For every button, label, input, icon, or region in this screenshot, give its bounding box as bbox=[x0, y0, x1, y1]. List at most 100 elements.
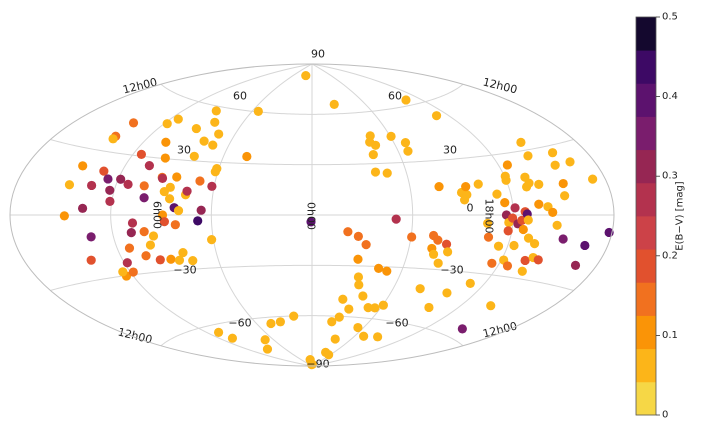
data-point bbox=[188, 255, 198, 266]
meridian-line bbox=[311, 63, 414, 367]
lon-tick-label: 12h00 bbox=[121, 75, 158, 96]
data-point bbox=[534, 199, 544, 209]
data-point bbox=[361, 240, 371, 250]
data-point bbox=[172, 172, 182, 182]
data-point bbox=[365, 131, 375, 141]
colorbar-segment bbox=[636, 282, 656, 316]
data-point bbox=[370, 140, 381, 150]
lat-tick-label: −60 bbox=[228, 317, 251, 330]
data-point bbox=[373, 263, 384, 273]
colorbar-segment bbox=[636, 116, 656, 151]
lat-tick-label: −60 bbox=[385, 317, 408, 330]
data-point bbox=[565, 157, 575, 167]
data-point bbox=[178, 248, 188, 258]
colorbar-segment bbox=[636, 348, 656, 383]
data-point bbox=[370, 167, 381, 177]
lat-tick-label: 60 bbox=[388, 90, 402, 103]
data-point bbox=[359, 331, 369, 341]
data-point bbox=[266, 318, 276, 329]
data-point bbox=[338, 294, 348, 304]
data-point bbox=[434, 181, 444, 192]
data-point bbox=[473, 179, 483, 189]
data-point bbox=[401, 95, 411, 105]
data-point bbox=[428, 249, 439, 259]
data-point bbox=[457, 324, 467, 334]
meridian-line bbox=[110, 63, 313, 367]
data-point bbox=[461, 182, 471, 192]
data-point bbox=[122, 258, 132, 268]
lat-tick-label: 30 bbox=[443, 144, 457, 157]
data-point bbox=[492, 189, 502, 199]
data-point bbox=[145, 240, 156, 250]
data-point bbox=[242, 151, 252, 162]
data-point bbox=[588, 174, 598, 184]
data-point bbox=[523, 233, 534, 243]
data-point bbox=[334, 312, 344, 322]
data-point bbox=[59, 211, 69, 221]
data-point bbox=[570, 260, 581, 270]
data-point bbox=[407, 232, 417, 242]
data-point bbox=[165, 182, 175, 192]
data-point bbox=[465, 278, 475, 289]
data-point bbox=[212, 164, 222, 174]
data-point bbox=[534, 179, 544, 189]
meridian-line bbox=[210, 63, 313, 367]
data-point bbox=[518, 224, 528, 235]
lat-tick-label: −30 bbox=[173, 264, 196, 277]
colorbar-segment bbox=[636, 83, 656, 117]
data-point bbox=[524, 178, 534, 188]
data-point bbox=[161, 137, 171, 147]
data-point bbox=[324, 350, 334, 360]
colorbar-tick-label: 0.5 bbox=[662, 12, 678, 23]
data-point bbox=[174, 255, 185, 265]
colorbar-tick-label: 0.3 bbox=[662, 171, 678, 182]
colorbar-segment bbox=[636, 216, 656, 250]
colorbar: 0 0.1 0.2 0.3 0.4 0.5 E(B−V) [mag] bbox=[635, 12, 686, 421]
data-point bbox=[523, 215, 533, 225]
data-point bbox=[195, 176, 205, 186]
data-point bbox=[86, 255, 96, 265]
data-point bbox=[189, 151, 199, 161]
data-point bbox=[329, 99, 339, 110]
data-point bbox=[433, 258, 443, 268]
data-point bbox=[193, 216, 203, 226]
data-point bbox=[207, 235, 217, 245]
data-point bbox=[558, 234, 568, 244]
data-point bbox=[159, 217, 169, 227]
data-point bbox=[116, 174, 126, 184]
data-point bbox=[443, 247, 453, 257]
lon-tick-label: 12h00 bbox=[116, 325, 153, 346]
data-point bbox=[162, 119, 172, 129]
data-point bbox=[227, 333, 238, 343]
projection-frame bbox=[9, 63, 615, 367]
data-point bbox=[353, 231, 363, 241]
data-point bbox=[307, 359, 317, 369]
data-point bbox=[139, 193, 149, 203]
data-point bbox=[77, 203, 88, 213]
data-point bbox=[214, 129, 224, 139]
data-point bbox=[166, 254, 176, 264]
data-point bbox=[441, 239, 452, 249]
data-point bbox=[433, 235, 443, 245]
data-point bbox=[148, 231, 159, 241]
data-point bbox=[139, 181, 149, 191]
data-point bbox=[213, 327, 224, 337]
data-point bbox=[157, 173, 168, 183]
colorbar-tick-label: 0.4 bbox=[662, 91, 678, 102]
data-point bbox=[136, 149, 147, 159]
data-point bbox=[87, 180, 97, 191]
colorbar-segment bbox=[636, 17, 656, 51]
data-point bbox=[529, 239, 540, 249]
data-point bbox=[123, 179, 133, 189]
data-point bbox=[462, 190, 472, 200]
data-point bbox=[173, 206, 184, 216]
lat-tick-label: −90 bbox=[306, 358, 329, 371]
data-point bbox=[327, 317, 337, 327]
data-point bbox=[487, 258, 497, 268]
data-point bbox=[500, 198, 510, 208]
colorbar-segment bbox=[636, 315, 656, 350]
colorbar-segment bbox=[636, 50, 656, 84]
data-point bbox=[382, 266, 392, 276]
lat-tick-label: −30 bbox=[440, 264, 463, 277]
data-point bbox=[509, 240, 519, 251]
